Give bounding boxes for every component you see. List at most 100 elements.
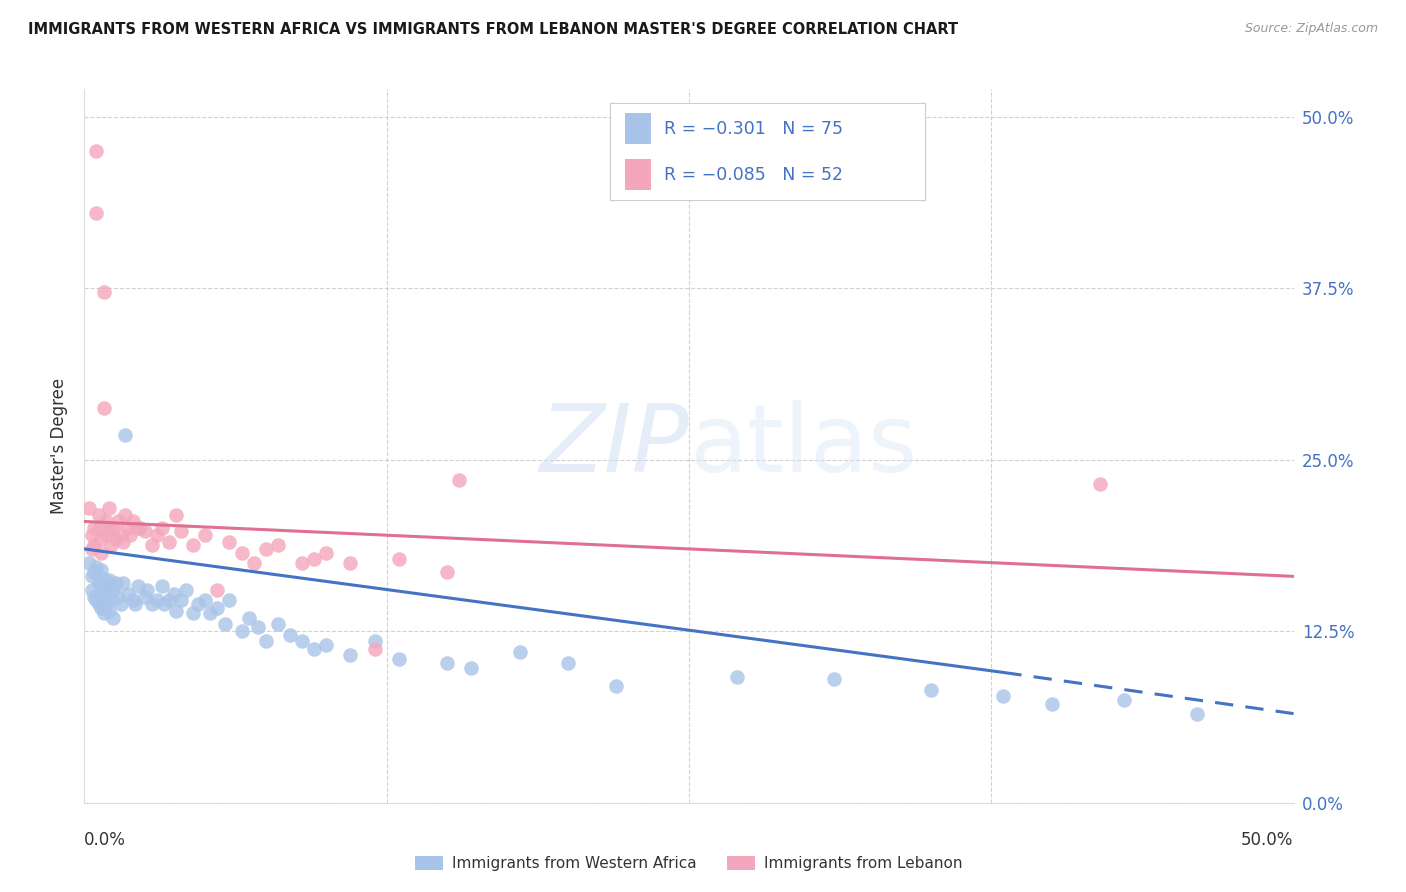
Point <box>90 546 112 560</box>
Point <box>136 583 159 598</box>
Point <box>83 521 105 535</box>
Point <box>302 551 325 566</box>
Point <box>127 521 149 535</box>
Point <box>1185 706 1208 721</box>
Text: IMMIGRANTS FROM WESTERN AFRICA VS IMMIGRANTS FROM LEBANON MASTER'S DEGREE CORREL: IMMIGRANTS FROM WESTERN AFRICA VS IMMIGR… <box>28 22 959 37</box>
Point <box>267 617 290 632</box>
Point <box>174 583 197 598</box>
Point <box>388 551 411 566</box>
Text: ZIP: ZIP <box>540 401 689 491</box>
Point <box>181 538 204 552</box>
Point <box>278 628 301 642</box>
Point <box>1040 697 1063 711</box>
Point <box>170 524 193 538</box>
Point <box>97 500 120 515</box>
Text: R = −0.085   N = 52: R = −0.085 N = 52 <box>664 166 842 184</box>
Point <box>436 656 458 670</box>
Point <box>100 538 122 552</box>
Point <box>134 590 156 604</box>
Point <box>141 597 163 611</box>
Point <box>509 645 531 659</box>
Point <box>120 528 142 542</box>
Point <box>97 604 120 618</box>
Legend: Immigrants from Western Africa, Immigrants from Lebanon: Immigrants from Western Africa, Immigran… <box>409 850 969 877</box>
Point <box>86 205 108 219</box>
FancyBboxPatch shape <box>610 103 925 200</box>
Point <box>187 597 209 611</box>
Point <box>363 642 385 657</box>
Point <box>339 556 361 570</box>
Text: R = −0.301   N = 75: R = −0.301 N = 75 <box>664 120 842 137</box>
Point <box>94 583 117 598</box>
Point <box>86 559 108 574</box>
Point <box>107 515 129 529</box>
Point <box>153 597 176 611</box>
Point <box>94 515 117 529</box>
Point <box>100 579 122 593</box>
Point <box>231 546 253 560</box>
Point <box>134 524 156 538</box>
Point <box>97 574 120 588</box>
Point <box>725 669 748 683</box>
Point <box>150 579 173 593</box>
Point <box>87 521 110 535</box>
Point <box>254 541 277 556</box>
Point <box>80 528 103 542</box>
Point <box>339 648 361 662</box>
Point <box>267 538 290 552</box>
Point <box>83 566 105 580</box>
Point <box>104 533 127 547</box>
Point <box>150 521 173 535</box>
Point <box>86 144 108 158</box>
Point <box>90 579 112 593</box>
Point <box>93 607 115 621</box>
Point <box>207 601 229 615</box>
Point <box>157 592 180 607</box>
Point <box>247 620 270 634</box>
Point <box>165 604 187 618</box>
Point <box>218 535 240 549</box>
Text: atlas: atlas <box>689 400 917 492</box>
Point <box>291 633 314 648</box>
Point <box>93 590 115 604</box>
Point <box>103 610 125 624</box>
Point <box>231 624 253 639</box>
Point <box>104 576 127 591</box>
Point <box>80 569 103 583</box>
Point <box>83 538 105 552</box>
Point <box>238 610 260 624</box>
Point <box>90 601 112 615</box>
Point <box>436 566 458 580</box>
Point <box>146 592 169 607</box>
Point <box>449 473 471 487</box>
Point <box>121 592 143 607</box>
Point <box>87 576 110 591</box>
Point <box>87 508 110 522</box>
Point <box>112 576 135 591</box>
Point <box>86 592 108 607</box>
Point <box>198 607 221 621</box>
Point <box>242 556 264 570</box>
Point <box>110 528 132 542</box>
Point <box>920 683 942 698</box>
Point <box>100 592 122 607</box>
Point <box>181 607 204 621</box>
Bar <box>624 113 651 144</box>
Point <box>1114 693 1136 707</box>
Point <box>112 535 135 549</box>
Point <box>117 587 139 601</box>
Text: 0.0%: 0.0% <box>84 831 127 849</box>
Point <box>117 521 139 535</box>
Point <box>129 521 152 535</box>
Point <box>97 524 120 538</box>
Point <box>110 597 132 611</box>
Point <box>114 508 136 522</box>
Text: Source: ZipAtlas.com: Source: ZipAtlas.com <box>1244 22 1378 36</box>
Point <box>315 638 337 652</box>
Point <box>157 535 180 549</box>
Point <box>363 633 385 648</box>
Point <box>90 562 112 576</box>
Point <box>291 556 314 570</box>
Point <box>214 617 236 632</box>
Point <box>80 583 103 598</box>
